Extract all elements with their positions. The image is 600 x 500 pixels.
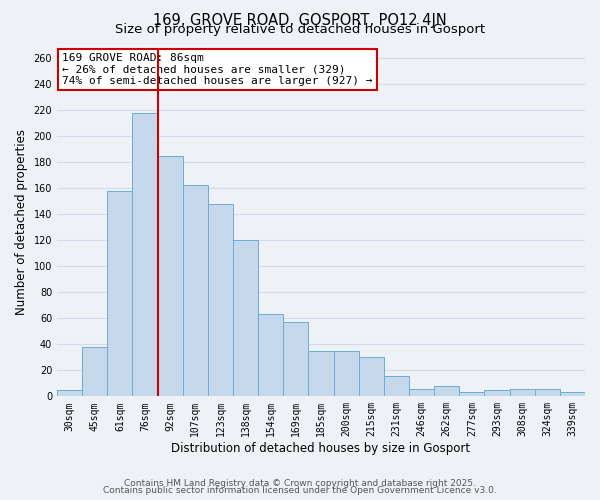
Text: Size of property relative to detached houses in Gosport: Size of property relative to detached ho… bbox=[115, 22, 485, 36]
Text: Contains public sector information licensed under the Open Government Licence v3: Contains public sector information licen… bbox=[103, 486, 497, 495]
Bar bbox=[484, 390, 509, 396]
Bar bbox=[283, 322, 308, 396]
Bar bbox=[208, 204, 233, 396]
X-axis label: Distribution of detached houses by size in Gosport: Distribution of detached houses by size … bbox=[172, 442, 470, 455]
Bar bbox=[158, 156, 183, 396]
Bar bbox=[107, 190, 133, 396]
Bar bbox=[384, 376, 409, 396]
Bar bbox=[560, 392, 585, 396]
Bar bbox=[409, 388, 434, 396]
Text: Contains HM Land Registry data © Crown copyright and database right 2025.: Contains HM Land Registry data © Crown c… bbox=[124, 478, 476, 488]
Bar bbox=[535, 388, 560, 396]
Bar bbox=[359, 358, 384, 397]
Bar bbox=[233, 240, 258, 396]
Bar bbox=[459, 392, 484, 396]
Text: 169 GROVE ROAD: 86sqm
← 26% of detached houses are smaller (329)
74% of semi-det: 169 GROVE ROAD: 86sqm ← 26% of detached … bbox=[62, 52, 373, 86]
Text: 169, GROVE ROAD, GOSPORT, PO12 4JN: 169, GROVE ROAD, GOSPORT, PO12 4JN bbox=[153, 12, 447, 28]
Bar bbox=[133, 112, 158, 397]
Y-axis label: Number of detached properties: Number of detached properties bbox=[15, 129, 28, 315]
Bar bbox=[57, 390, 82, 396]
Bar bbox=[183, 186, 208, 396]
Bar bbox=[334, 351, 359, 397]
Bar bbox=[308, 351, 334, 397]
Bar bbox=[509, 388, 535, 396]
Bar bbox=[258, 314, 283, 396]
Bar bbox=[82, 347, 107, 397]
Bar bbox=[434, 386, 459, 396]
